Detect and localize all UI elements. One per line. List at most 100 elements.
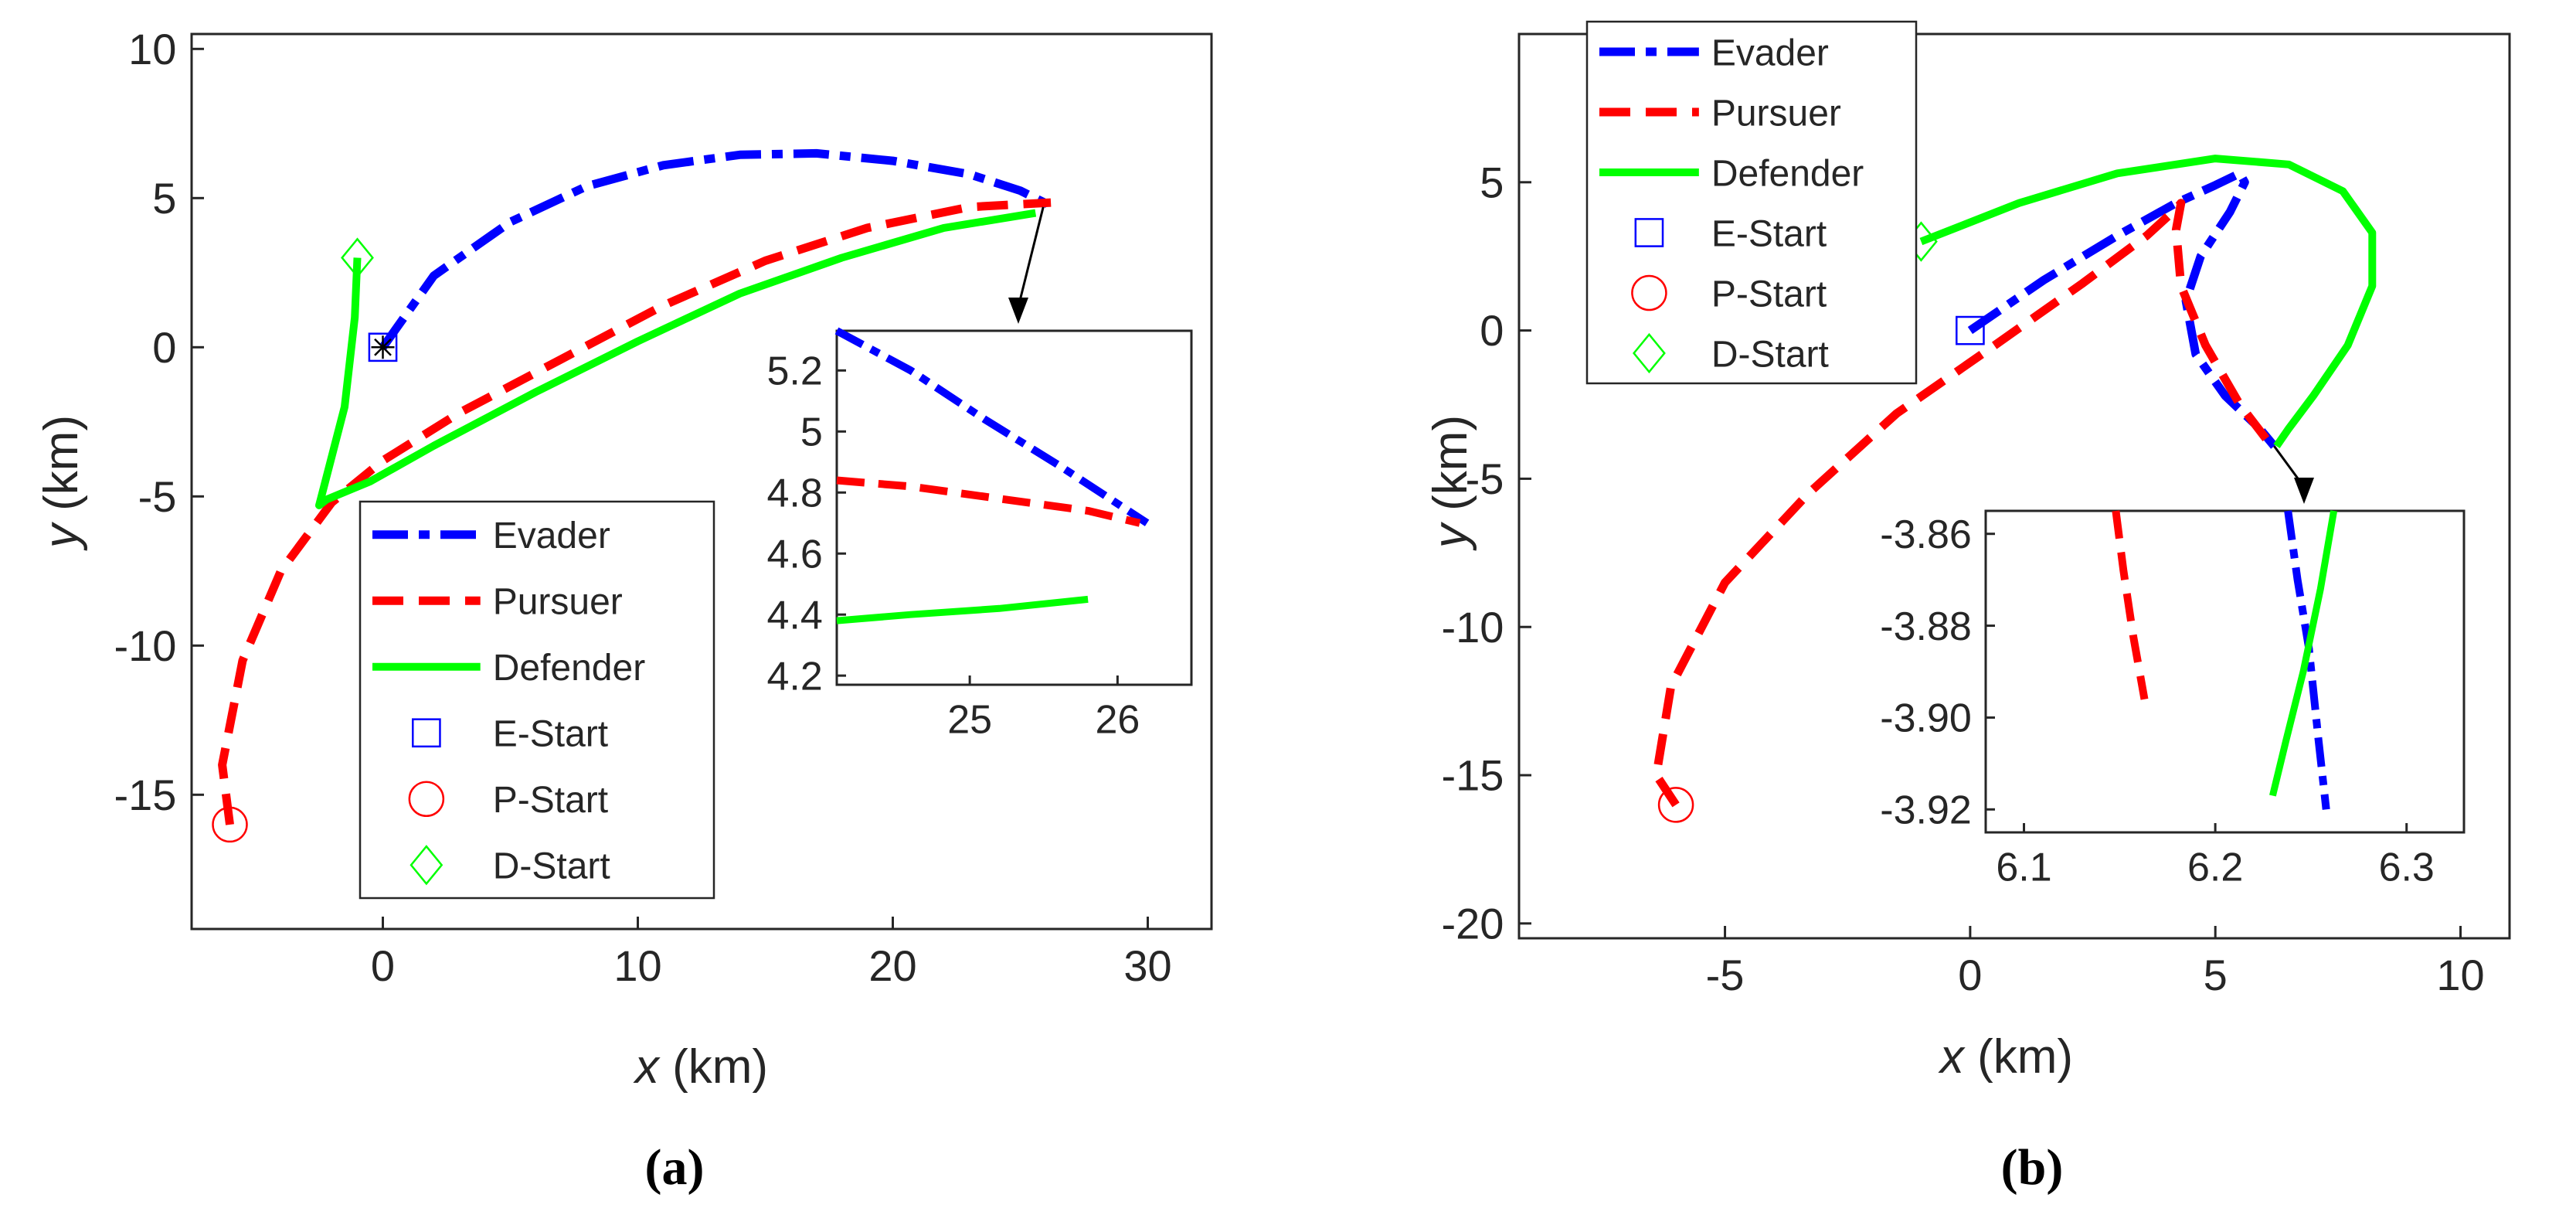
x-axis-label-a: x (km) bbox=[633, 1040, 768, 1094]
chart-b-y-tick-label: -5 bbox=[1466, 454, 1504, 503]
chart-b-legend-label-evader: Evader bbox=[1711, 32, 1829, 73]
chart-a-inset-y-tick-label: 4.4 bbox=[767, 593, 823, 638]
inset-frame-b bbox=[1984, 509, 2466, 834]
chart-b-y-tick-label: -10 bbox=[1441, 603, 1504, 652]
chart-a-x-tick-label: 30 bbox=[1123, 941, 1171, 990]
chart-b-legend-icon-e-start bbox=[1634, 218, 1664, 247]
arrow-layer-b bbox=[2273, 445, 2314, 504]
inset-tick-layer-b: 6.1 6.2 6.3 -3.86 -3.88 -3.90 -3.92 bbox=[1880, 512, 2435, 890]
chart-a-legend-icon-d-start bbox=[410, 845, 443, 886]
chart-b-legend-label-p-start: P-Start bbox=[1711, 274, 1827, 315]
legend-entries-b: Evader Pursuer Defender E-Start P-Start D-Sta… bbox=[1599, 32, 1864, 375]
chart-a-inset-y-tick-label: 5.2 bbox=[767, 349, 823, 394]
chart-a-y-tick-label: -5 bbox=[138, 472, 177, 521]
arrow-layer-a bbox=[1008, 206, 1045, 324]
inset-frame-a bbox=[835, 329, 1193, 686]
marker-layer-a bbox=[212, 237, 398, 843]
chart-b-inset-x-tick-label: 6.1 bbox=[1996, 845, 2051, 890]
chart-a-y-tick-label: 5 bbox=[152, 174, 176, 223]
chart-b-inset-series-pursuer bbox=[2112, 510, 2149, 700]
chart-b-legend-label-d-start: D-Start bbox=[1711, 334, 1829, 375]
legend-a: Evader Pursuer Defender E-Start P-Start D-Sta… bbox=[359, 500, 715, 900]
legend-box-b bbox=[1585, 20, 1918, 385]
chart-b-inset-y-tick-label: -3.90 bbox=[1880, 696, 1972, 741]
chart-b-zoom-arrow-head bbox=[2294, 478, 2314, 504]
chart-b-y-tick-label: 0 bbox=[1480, 306, 1504, 355]
chart-a-series-defender bbox=[315, 209, 1037, 509]
series-layer-a bbox=[218, 148, 1055, 825]
chart-a-y-tick-label: -15 bbox=[114, 771, 176, 819]
chart-b-marker-e-start bbox=[1956, 315, 1985, 345]
chart-a-marker-d-start bbox=[341, 237, 374, 278]
tick-layer-a: 0 10 20 30 10 5 0 -5 -10 -15 bbox=[114, 25, 1171, 990]
chart-b-inset-y-tick-label: -3.92 bbox=[1880, 788, 1972, 832]
chart-b-x-tick-label: -5 bbox=[1706, 951, 1745, 999]
chart-a-legend-label-evader: Evader bbox=[493, 516, 610, 556]
chart-a-marker-p-start bbox=[212, 806, 248, 843]
chart-a-inset-series-defender bbox=[836, 595, 1089, 624]
chart-b-x-tick-label: 10 bbox=[2436, 951, 2484, 999]
x-axis-label-b: x (km) bbox=[1938, 1030, 2073, 1084]
series-layer-b bbox=[1652, 155, 2377, 808]
chart-a-inset-x-tick-label: 26 bbox=[1095, 697, 1140, 742]
chart-a-inset-series-pursuer bbox=[836, 476, 1141, 527]
chart-b-legend-icon-d-start bbox=[1633, 332, 1666, 374]
chart-a-legend-label-p-start: P-Start bbox=[493, 780, 608, 821]
chart-a-legend-label-e-start: E-Start bbox=[493, 714, 608, 755]
chart-b-y-tick-label: -15 bbox=[1441, 751, 1504, 800]
chart-b-y-tick-label: 5 bbox=[1480, 158, 1504, 206]
chart-b-legend-label-pursuer: Pursuer bbox=[1711, 93, 1841, 134]
chart-b-inset-series-defender bbox=[2269, 510, 2338, 797]
caption-a: (a) bbox=[645, 1139, 705, 1196]
chart-a-y-tick-label: -10 bbox=[114, 621, 176, 670]
chart-a-legend-label-d-start: D-Start bbox=[493, 846, 610, 887]
chart-b-inset-y-tick-label: -3.88 bbox=[1880, 604, 1972, 649]
chart-a-legend-label-defender: Defender bbox=[493, 648, 645, 689]
chart-b-inset-x-tick-label: 6.3 bbox=[2379, 845, 2435, 890]
chart-a-legend-icon-e-start bbox=[412, 718, 441, 748]
chart-b-legend-icon-p-start bbox=[1631, 274, 1667, 311]
inset-tick-layer-a: 25 26 5.2 5 4.8 4.6 4.4 4.2 bbox=[767, 349, 1140, 743]
inset-series-layer-a bbox=[834, 327, 1150, 624]
legend-entries-a: Evader Pursuer Defender E-Start P-Start D-Sta… bbox=[372, 516, 645, 887]
chart-a-legend-icon-p-start bbox=[408, 781, 445, 817]
chart-a-inset-y-tick-label: 4.8 bbox=[767, 471, 823, 516]
chart-b-inset-x-tick-label: 6.2 bbox=[2187, 845, 2243, 890]
chart-b-series-evader bbox=[1967, 168, 2278, 449]
chart-a-series-pursuer bbox=[218, 198, 1052, 825]
chart-a-y-tick-label: 10 bbox=[128, 25, 176, 73]
legend-box-a bbox=[359, 500, 715, 900]
y-axis-label-b: y (km) bbox=[1424, 415, 1477, 551]
chart-a-end-marker bbox=[371, 335, 395, 359]
chart-b-marker-p-start bbox=[1657, 787, 1694, 823]
chart-a-marker-e-start bbox=[368, 332, 398, 362]
chart-a-inset-y-tick-label: 5 bbox=[800, 410, 823, 454]
chart-b-inset-y-tick-label: -3.86 bbox=[1880, 512, 1972, 557]
chart-a-zoom-arrow-head bbox=[1008, 298, 1028, 324]
chart-b-legend-label-e-start: E-Start bbox=[1711, 213, 1827, 254]
legend-b: Evader Pursuer Defender E-Start P-Start D-Sta… bbox=[1585, 20, 1918, 385]
chart-a-y-tick-label: 0 bbox=[152, 323, 176, 372]
chart-b-series-defender bbox=[1919, 155, 2377, 449]
chart-a-inset-y-tick-label: 4.6 bbox=[767, 532, 823, 577]
chart-b-series-pursuer bbox=[1652, 199, 2275, 808]
chart-a-inset-series-evader bbox=[834, 327, 1150, 526]
chart-a-x-tick-label: 20 bbox=[868, 941, 916, 990]
chart-b-y-tick-label: -20 bbox=[1441, 899, 1504, 948]
y-axis-label-a: y (km) bbox=[35, 415, 88, 551]
chart-panel-a: 0 10 20 30 10 5 0 -5 -10 -15 25 26 5.2 5 4.8 4.6 4.4 4.2… bbox=[35, 25, 1213, 1196]
chart-b-legend-label-defender: Defender bbox=[1711, 153, 1864, 194]
chart-a-series-evader bbox=[379, 148, 1055, 350]
chart-b-x-tick-label: 5 bbox=[2204, 951, 2228, 999]
tick-layer-b: -5 0 5 10 5 0 -5 -10 -15 -20 bbox=[1441, 158, 2484, 999]
caption-b: (b) bbox=[2001, 1139, 2064, 1196]
chart-a-zoom-arrow-shaft bbox=[1017, 206, 1045, 308]
chart-a-inset-x-tick-label: 25 bbox=[947, 697, 992, 742]
chart-a-legend-label-pursuer: Pursuer bbox=[493, 582, 623, 623]
chart-b-x-tick-label: 0 bbox=[1958, 951, 1982, 999]
inset-series-layer-b bbox=[2112, 510, 2338, 810]
chart-a-x-tick-label: 10 bbox=[613, 941, 661, 990]
chart-a-inset-y-tick-label: 4.2 bbox=[767, 654, 823, 699]
